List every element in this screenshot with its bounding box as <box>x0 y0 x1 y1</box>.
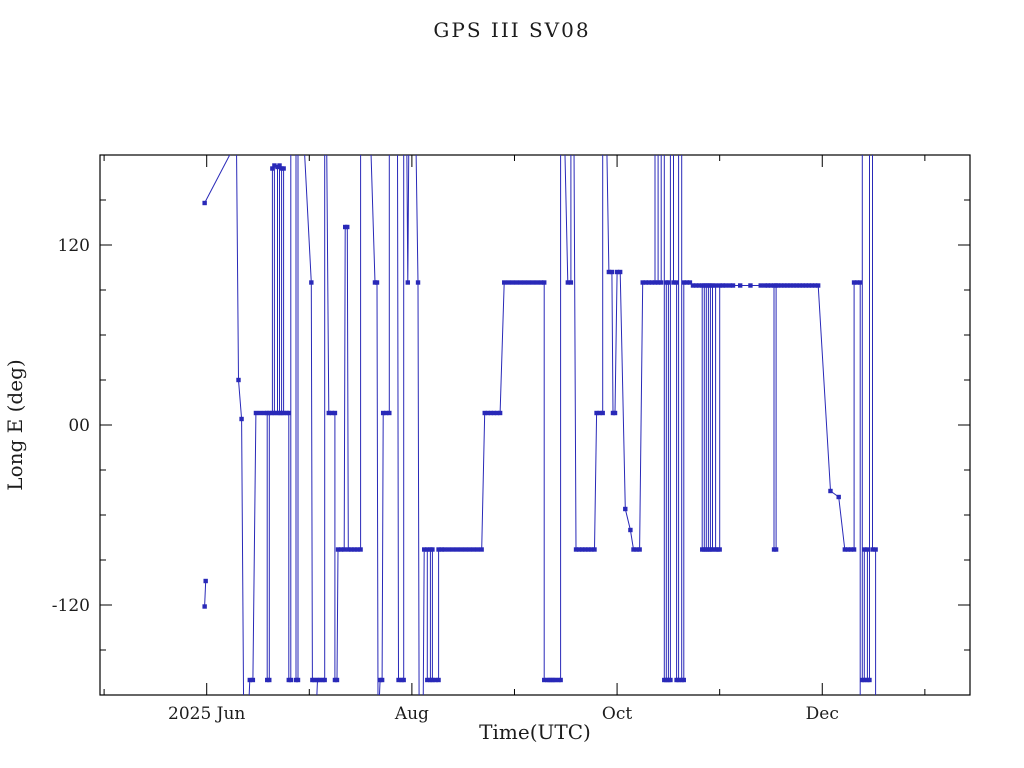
x-axis-title: Time(UTC) <box>479 720 591 744</box>
data-series <box>202 155 878 695</box>
x-tick-label: 2025 Jun <box>168 704 245 724</box>
chart-title: GPS III SV08 <box>433 18 590 42</box>
x-tick-label: Dec <box>806 704 839 724</box>
y-axis-title: Long E (deg) <box>3 359 27 490</box>
x-tick-label: Oct <box>602 704 632 724</box>
y-tick-label: 00 <box>68 416 90 436</box>
y-tick-label: 120 <box>58 236 90 256</box>
x-tick-label: Aug <box>394 704 429 724</box>
plot-area: 2025 Jun Aug Oct Dec 120 00 -120 <box>52 154 971 724</box>
y-tick-label: -120 <box>52 596 90 616</box>
